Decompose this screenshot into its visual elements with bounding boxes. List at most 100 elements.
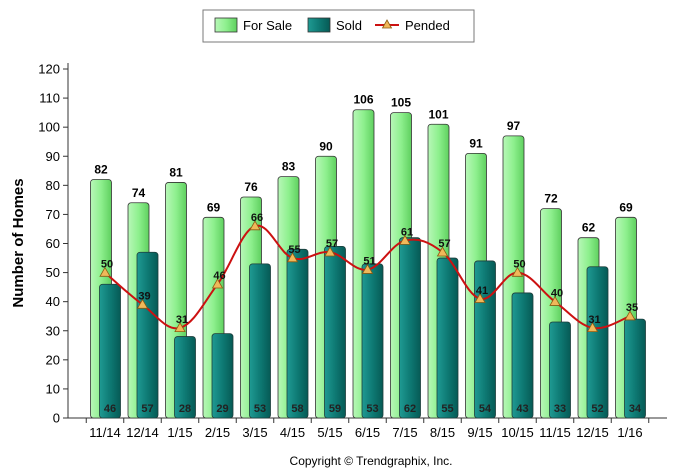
data-label-sold: 34 <box>629 403 642 415</box>
bar-sold <box>174 336 196 419</box>
y-tick-label: 110 <box>39 91 60 106</box>
data-label-pended: 40 <box>551 288 563 300</box>
data-label-for-sale: 72 <box>544 192 558 206</box>
x-tick-label: 2/15 <box>205 425 230 440</box>
data-label-for-sale: 82 <box>94 163 108 177</box>
pended-marker <box>174 322 186 332</box>
data-label-for-sale: 81 <box>169 165 183 179</box>
x-tick-label: 4/15 <box>280 425 305 440</box>
x-tick-label: 1/15 <box>167 425 192 440</box>
bar-sold <box>399 237 421 419</box>
pended-marker <box>511 266 524 277</box>
data-label-for-sale: 62 <box>582 221 596 235</box>
bar-sold <box>249 263 271 419</box>
pended-marker <box>624 310 636 321</box>
legend-label-sold: Sold <box>336 18 362 33</box>
data-label-for-sale: 69 <box>619 200 633 214</box>
bar-sold <box>586 266 609 419</box>
data-label-sold: 55 <box>441 403 453 415</box>
x-tick-label: 10/15 <box>501 425 534 440</box>
bar-sold <box>624 318 646 419</box>
data-label-pended: 41 <box>476 285 488 297</box>
data-label-for-sale: 74 <box>132 186 146 200</box>
data-label-sold: 52 <box>591 403 603 415</box>
data-label-pended: 35 <box>626 302 638 314</box>
bar-sold <box>136 251 159 419</box>
data-labels: 82 74 81 69 76 83 90 106 105 101 91 97 72 62 69 46 57 28 2… <box>94 93 642 415</box>
data-label-pended: 61 <box>401 227 413 239</box>
y-axis-label: Number of Homes <box>10 178 27 307</box>
data-label-for-sale: 69 <box>207 200 221 214</box>
bar-sold <box>436 257 459 419</box>
legend: For Sale Sold Pended <box>202 9 475 43</box>
data-label-pended: 50 <box>513 259 525 271</box>
pended-marker <box>286 252 299 263</box>
x-tick-label: 5/15 <box>317 425 342 440</box>
y-tick-label: 50 <box>46 265 60 280</box>
data-label-for-sale: 83 <box>282 160 296 174</box>
legend-label-pended: Pended <box>405 18 450 33</box>
bar-sold <box>324 246 346 419</box>
pended-marker <box>249 220 261 231</box>
pended-marker <box>136 298 149 309</box>
bar-sold <box>511 292 534 419</box>
data-label-pended: 50 <box>101 259 113 271</box>
data-label-pended: 31 <box>176 314 188 326</box>
data-label-for-sale: 97 <box>507 119 521 133</box>
data-label-sold: 33 <box>554 403 566 415</box>
pended-marker <box>399 234 411 245</box>
data-label-sold: 43 <box>516 403 528 415</box>
data-label-sold: 58 <box>291 403 303 415</box>
x-tick-label: 12/15 <box>576 425 609 440</box>
y-tick-label: 70 <box>46 207 60 222</box>
data-label-pended: 39 <box>138 291 150 303</box>
bars <box>90 109 646 419</box>
x-tick-label: 8/15 <box>430 425 455 440</box>
y-tick-label: 120 <box>38 62 60 77</box>
pended-marker <box>361 263 374 274</box>
pended-marker <box>99 266 111 277</box>
data-label-sold: 59 <box>329 403 341 415</box>
axes: 0 10 20 30 40 50 60 70 80 90 100 110 120 11/14 12/14 1/… <box>38 62 667 440</box>
legend-box <box>202 9 475 43</box>
data-label-pended: 31 <box>588 314 600 326</box>
y-tick-label: 40 <box>46 294 60 309</box>
bar-sold <box>211 333 234 419</box>
data-label-pended: 66 <box>251 212 263 224</box>
x-tick-label: 11/15 <box>539 425 571 440</box>
data-label-sold: 29 <box>216 403 228 415</box>
data-label-sold: 46 <box>104 403 116 415</box>
data-label-for-sale: 90 <box>319 139 333 153</box>
copyright-footer: Copyright © Trendgraphix, Inc. <box>290 454 453 468</box>
data-label-sold: 53 <box>366 403 378 415</box>
pended-marker <box>474 292 486 303</box>
y-tick-label: 10 <box>46 381 60 396</box>
bar-sold <box>361 263 384 419</box>
y-tick-label: 80 <box>46 178 60 193</box>
pended-marker <box>586 322 599 332</box>
data-label-pended: 46 <box>213 270 225 282</box>
data-label-sold: 54 <box>479 403 492 415</box>
y-tick-label: 90 <box>46 149 60 164</box>
data-label-for-sale: 101 <box>428 107 448 121</box>
pended-marker <box>324 246 336 257</box>
x-tick-label: 3/15 <box>242 425 267 440</box>
data-label-pended: 55 <box>288 244 300 256</box>
bar-sold <box>549 321 571 419</box>
data-label-sold: 53 <box>254 403 266 415</box>
bar-sold <box>286 248 309 419</box>
data-label-for-sale: 105 <box>391 96 411 110</box>
data-label-pended: 57 <box>438 238 450 250</box>
x-tick-label: 1/16 <box>617 425 642 440</box>
pended-marker <box>549 295 561 306</box>
pended-line <box>99 220 636 332</box>
pended-marker <box>436 246 449 257</box>
data-label-sold: 62 <box>404 403 416 415</box>
data-label-for-sale: 91 <box>469 136 483 150</box>
y-tick-label: 0 <box>53 411 60 426</box>
y-tick-label: 20 <box>46 352 60 367</box>
data-label-for-sale: 76 <box>244 180 258 194</box>
legend-swatch-for-sale <box>214 17 238 33</box>
legend-label-for-sale: For Sale <box>243 18 292 33</box>
